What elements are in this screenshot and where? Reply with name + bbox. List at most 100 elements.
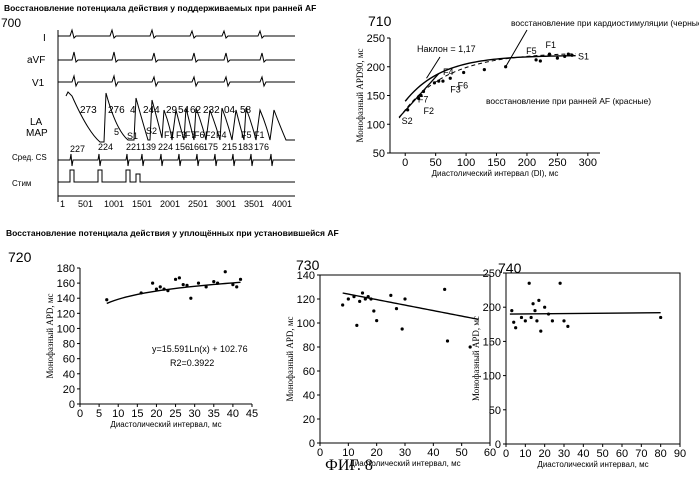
trend-line: [107, 282, 241, 303]
data-point: [562, 319, 565, 322]
y-axis-label: Монофазный APD, мс: [471, 316, 481, 401]
y-tick-label: 50: [489, 405, 501, 417]
x-axis-label: Диастолический интервал, мс: [349, 459, 460, 468]
data-point: [563, 55, 566, 58]
annotation-arrow: [506, 30, 527, 67]
map-top-number: 62: [190, 105, 202, 116]
data-point: [520, 316, 523, 319]
data-point: [140, 291, 143, 294]
data-point: [375, 319, 378, 322]
point-label: F5: [526, 46, 537, 56]
y-tick-label: 0: [69, 399, 75, 411]
trend-line: [405, 56, 575, 102]
data-point: [537, 299, 540, 302]
map-mid-label: F1: [254, 130, 265, 140]
map-mid-label: F6: [194, 130, 205, 140]
data-point: [441, 80, 444, 83]
x-tick-label: 10: [519, 448, 531, 460]
data-point: [205, 285, 208, 288]
x-tick-label: 200: [518, 157, 536, 169]
annotation-slope: Наклон = 1,17: [417, 44, 476, 54]
x-tick-label: 25: [169, 408, 181, 420]
panel-ref: 740: [498, 260, 522, 276]
lead-label-cs: Сред. CS: [12, 153, 47, 162]
lead-label-stim: Стим: [12, 179, 31, 188]
annotation-early-af: восстановление при ранней AF (красные): [486, 96, 651, 106]
map-bottom-number: 227: [70, 144, 85, 154]
y-tick-label: 40: [63, 369, 75, 381]
map-top-number: 58: [240, 105, 252, 116]
x-tick-label: 50: [597, 448, 609, 460]
y-tick-label: 200: [483, 302, 501, 314]
data-point: [347, 297, 350, 300]
x-tick-label: 20: [371, 447, 383, 459]
data-point: [406, 108, 409, 111]
data-point: [534, 58, 537, 61]
y-tick-label: 20: [303, 414, 315, 426]
data-point: [401, 327, 404, 330]
data-point: [395, 307, 398, 310]
time-tick: 1001: [104, 199, 124, 209]
annotation-pacing: восстановление при кардиостимуляции (чер…: [511, 18, 699, 28]
data-point: [369, 297, 372, 300]
regression-equation: y=15.591Ln(x) + 102.76: [152, 344, 248, 354]
data-point: [535, 319, 538, 322]
x-tick-label: 0: [317, 447, 323, 459]
y-tick-label: 100: [297, 318, 315, 330]
x-tick-label: 300: [579, 157, 597, 169]
chart-710: 71005010015020025030050100150200250Диаст…: [355, 13, 699, 178]
data-point: [231, 283, 234, 286]
point-label: F2: [423, 106, 434, 116]
map-bottom-number: 224: [158, 142, 173, 152]
y-tick-label: 100: [367, 119, 385, 131]
lead-label-v1: V1: [32, 78, 45, 89]
map-mid-label: 5: [114, 127, 119, 137]
y-tick-label: 160: [57, 278, 75, 290]
x-tick-label: 20: [150, 408, 162, 420]
x-tick-label: 100: [457, 157, 475, 169]
title-top: Восстановление потенциала действия у под…: [4, 3, 316, 13]
y-axis-label: Монофазный APD, мс: [45, 293, 55, 378]
map-bottom-number: 224: [98, 142, 113, 152]
data-point: [352, 295, 355, 298]
x-tick-label: 35: [208, 408, 220, 420]
y-tick-label: 200: [367, 62, 385, 74]
data-point: [235, 285, 238, 288]
x-tick-label: 10: [342, 447, 354, 459]
map-bottom-number: 166: [189, 142, 204, 152]
data-point: [358, 300, 361, 303]
map-bottom-number: 176: [254, 142, 269, 152]
data-point: [341, 303, 344, 306]
panel-700-ecg: 700 I aVF V1 LA MAP Сред. CS Стим 273 27…: [1, 16, 295, 209]
data-point: [239, 278, 242, 281]
y-tick-label: 80: [303, 342, 315, 354]
data-point: [422, 90, 425, 93]
x-axis-label: Диастолический интервал (DI), мс: [432, 169, 559, 178]
y-tick-label: 50: [373, 148, 385, 160]
title-bottom: Восстановление потенциала действия у упл…: [6, 228, 339, 238]
y-axis-label: Монофазный APD90, мс: [355, 48, 365, 142]
map-top-number: 232: [203, 105, 220, 116]
data-point: [533, 309, 536, 312]
data-point: [539, 330, 542, 333]
y-tick-label: 140: [57, 293, 75, 305]
map-bottom-number: 215: [222, 142, 237, 152]
map-mid-label: F4: [216, 130, 227, 140]
data-point: [162, 288, 165, 291]
trace-i: [58, 30, 295, 38]
data-point: [539, 59, 542, 62]
y-tick-label: 60: [303, 366, 315, 378]
data-point: [556, 57, 559, 60]
map-bottom-number: 139: [141, 142, 156, 152]
data-point: [446, 339, 449, 342]
plot-frame: [506, 273, 680, 444]
data-point: [197, 282, 200, 285]
lead-label-avf: aVF: [27, 55, 45, 66]
x-tick-label: 20: [539, 448, 551, 460]
data-point: [528, 282, 531, 285]
time-tick: 1501: [132, 199, 152, 209]
map-top-number: 244: [143, 105, 160, 116]
chart-720: 7200510152025303540450204060801001201401…: [8, 249, 258, 429]
data-point: [372, 309, 375, 312]
